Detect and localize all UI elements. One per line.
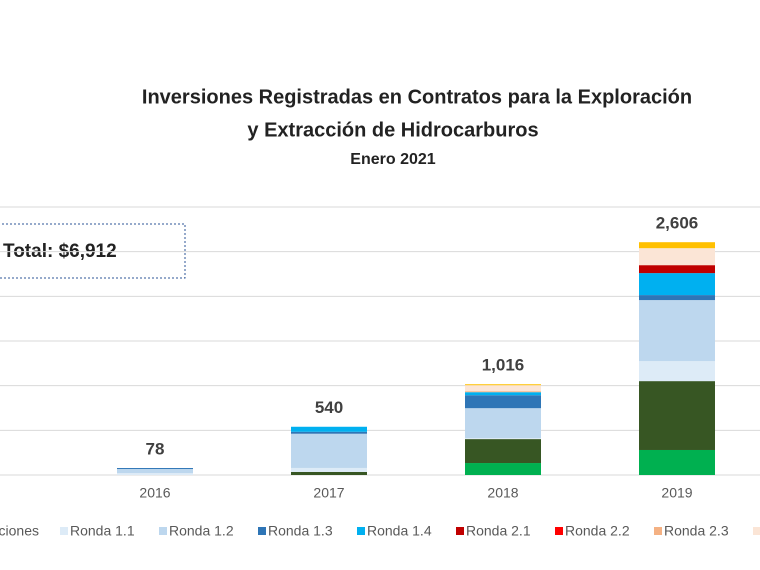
- bar-segment: [465, 391, 541, 393]
- legend-label: Ronda 2.2: [565, 523, 630, 539]
- legend-swatch: [159, 527, 167, 535]
- legend-swatch: [654, 527, 662, 535]
- legend-swatch: [753, 527, 760, 535]
- legend-label: Ronda 2.3: [664, 523, 729, 539]
- bar-segment: [291, 471, 367, 475]
- legend-label: ciones: [0, 523, 39, 539]
- bar-segment: [465, 463, 541, 475]
- bar-segment: [639, 265, 715, 274]
- bar-segment: [639, 295, 715, 301]
- legend-label: Ronda 1.3: [268, 523, 333, 539]
- bar-segment: [639, 273, 715, 296]
- bar-segment: [291, 426, 367, 432]
- bar-segment: [117, 469, 193, 474]
- legend-swatch: [456, 527, 464, 535]
- legend-swatch: [357, 527, 365, 535]
- chart-title: Inversiones Registradas en Contratos par…: [142, 86, 692, 108]
- total-label: 2,606: [656, 214, 699, 233]
- bar-segment: [465, 408, 541, 439]
- bar-segment: [639, 248, 715, 266]
- bar-segment: [465, 385, 541, 392]
- legend-label: Ronda 1.4: [367, 523, 432, 539]
- x-tick-label: 2018: [487, 485, 518, 501]
- total-label: 1,016: [482, 356, 525, 375]
- annotation-box: [0, 223, 186, 279]
- bar-segment: [291, 433, 367, 468]
- bar-segment: [639, 300, 715, 362]
- bar-segment: [465, 392, 541, 396]
- bar-segment: [465, 384, 541, 386]
- legend-swatch: [555, 527, 563, 535]
- total-label: 78: [146, 440, 165, 459]
- bar-segment: [291, 431, 367, 434]
- bar-segment: [639, 449, 715, 475]
- x-tick-label: 2016: [139, 485, 170, 501]
- bar-segment: [639, 361, 715, 382]
- legend-swatch: [258, 527, 266, 535]
- bar-segment: [291, 467, 367, 472]
- bar-segment: [465, 438, 541, 440]
- legend-label: Ronda 1.2: [169, 523, 234, 539]
- total-label: 540: [315, 398, 343, 417]
- bar-segment: [465, 439, 541, 464]
- chart-title-line2: y Extracción de Hidrocarburos: [247, 119, 538, 141]
- bar-segment: [117, 473, 193, 475]
- chart-subtitle: Enero 2021: [350, 151, 435, 168]
- legend-label: Ronda 2.1: [466, 523, 531, 539]
- bar-segment: [465, 395, 541, 409]
- bar-segment: [639, 381, 715, 450]
- bar-segment: [117, 468, 193, 470]
- x-tick-label: 2017: [313, 485, 344, 501]
- x-tick-label: 2019: [661, 485, 692, 501]
- legend-label: Ronda 1.1: [70, 523, 135, 539]
- bar-segment: [639, 242, 715, 249]
- legend-swatch: [60, 527, 68, 535]
